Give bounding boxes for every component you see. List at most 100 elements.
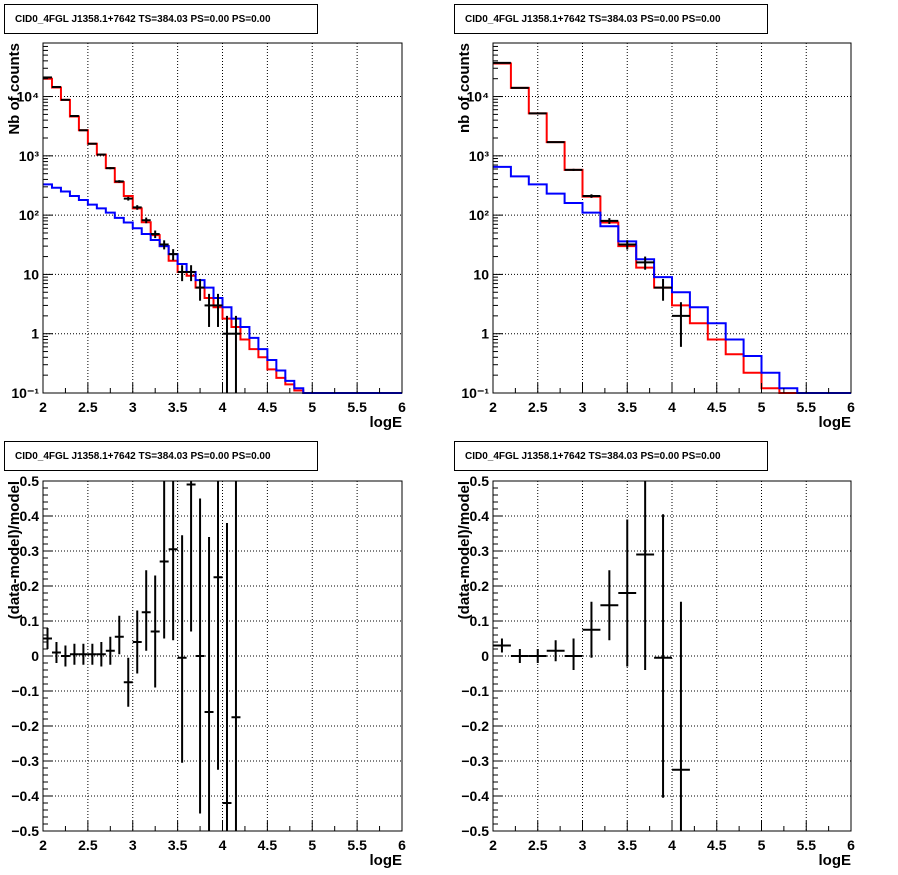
data-point <box>114 615 124 655</box>
x-tick-label: 4 <box>668 837 676 853</box>
x-tick-label: 3 <box>579 837 587 853</box>
y-tick-label: 0.1 <box>20 613 40 629</box>
data-point <box>96 153 106 156</box>
data-point <box>654 514 672 798</box>
panel-title-bottom-right: CID0_4FGL J1358.1+7642 TS=384.03 PS=0.00… <box>454 441 768 471</box>
x-tick-label: 3.5 <box>618 837 638 853</box>
data-point <box>141 570 151 651</box>
y-tick-label: 10 <box>23 266 39 282</box>
data-point <box>69 643 79 665</box>
y-tick-label: −0.4 <box>11 788 39 804</box>
y-tick-label: −0.1 <box>11 683 39 699</box>
x-tick-label: 3 <box>129 837 137 853</box>
data-point <box>546 141 565 144</box>
data-point <box>564 168 583 171</box>
data-point <box>69 114 79 117</box>
data-point <box>51 642 61 663</box>
y-tick-label: 0 <box>31 648 39 664</box>
x-tick-label: 4.5 <box>258 837 278 853</box>
data-point <box>177 265 187 282</box>
x-tick-label: 5 <box>758 837 766 853</box>
data-point <box>159 481 169 639</box>
data-point <box>636 481 655 670</box>
x-tick-label: 5.5 <box>347 837 367 853</box>
plot-panel-bottom-right: 2 2.5 3 3.5 4 4.5 5 5.5 6 −0.5 −0.4 −0.3 −0.2 −0.1 0 0.… <box>456 473 855 869</box>
y-tick-label: 0.4 <box>20 508 40 524</box>
x-tick-label: 2.5 <box>78 399 98 415</box>
y-tick-label: 0.2 <box>20 578 40 594</box>
x-tick-label: 2.5 <box>528 837 548 853</box>
y-tick-label: −0.1 <box>461 683 489 699</box>
data-point <box>213 293 223 327</box>
x-tick-label: 6 <box>847 837 855 853</box>
y-axis-title: Nb of counts <box>6 43 23 135</box>
x-tick-label: 6 <box>398 837 406 853</box>
data-point <box>96 642 106 667</box>
x-tick-label: 4 <box>219 837 227 853</box>
data-point <box>195 498 205 814</box>
x-tick-label: 4 <box>668 399 676 415</box>
y-tick-label: 1 <box>31 326 39 342</box>
data-point <box>231 315 241 393</box>
y-tick-label: 0.5 <box>470 473 490 489</box>
x-tick-label: 5 <box>308 837 316 853</box>
data-point <box>213 481 223 770</box>
x-tick-label: 5.5 <box>347 399 367 415</box>
data-point <box>204 537 214 831</box>
data-point <box>654 278 672 301</box>
series-line-blue-component <box>493 165 851 394</box>
data-point <box>43 628 52 649</box>
x-tick-label: 3.5 <box>168 837 188 853</box>
x-tick-label: 6 <box>398 399 406 415</box>
data-point <box>168 249 178 261</box>
data-point <box>60 645 70 667</box>
data-point <box>510 649 529 663</box>
data-point <box>150 230 160 239</box>
data-point <box>528 649 547 663</box>
data-point <box>60 98 70 101</box>
y-axis-title: (data-model)/model <box>6 481 23 619</box>
y-tick-label: 0 <box>481 648 489 664</box>
x-axis-title: logE <box>370 852 403 869</box>
data-point <box>132 205 142 210</box>
data-point <box>78 643 88 665</box>
data-point <box>672 601 690 831</box>
data-point <box>582 194 601 198</box>
panel-title-top-right: CID0_4FGL J1358.1+7642 TS=384.03 PS=0.00… <box>454 4 768 34</box>
y-tick-label: −0.2 <box>11 718 39 734</box>
y-tick-label: 10 <box>473 266 489 282</box>
y-tick-label: −0.5 <box>11 823 39 839</box>
data-point <box>493 638 511 653</box>
plot-panel-top-right: 2 2.5 3 3.5 4 4.5 5 5.5 6 10⁻¹ 1 10 10² 10³ 10⁴ logE nb … <box>456 42 855 431</box>
y-tick-label: −0.3 <box>11 753 39 769</box>
data-point <box>186 481 196 632</box>
x-tick-label: 5.5 <box>797 399 817 415</box>
y-tick-label: 10² <box>19 207 40 223</box>
y-tick-label: 0.1 <box>470 613 490 629</box>
y-tick-label: 10⁴ <box>17 89 40 105</box>
y-tick-label: 10⁴ <box>467 89 490 105</box>
data-point <box>222 523 232 831</box>
data-point <box>87 643 97 665</box>
x-tick-label: 2 <box>39 399 47 415</box>
x-tick-label: 2.5 <box>528 399 548 415</box>
y-tick-label: 10⁻¹ <box>11 385 39 401</box>
data-point <box>600 570 619 641</box>
data-point <box>528 112 547 115</box>
data-point <box>600 218 619 224</box>
data-point <box>150 575 160 688</box>
y-tick-label: 0.3 <box>470 543 490 559</box>
y-tick-label: −0.3 <box>461 753 489 769</box>
x-tick-label: 6 <box>847 399 855 415</box>
panel-title-bottom-left: CID0_4FGL J1358.1+7642 TS=384.03 PS=0.00… <box>4 441 318 471</box>
data-point <box>186 265 196 282</box>
y-tick-label: 0.3 <box>20 543 40 559</box>
data-point <box>78 129 88 132</box>
data-point <box>195 278 205 301</box>
data-point <box>141 217 151 224</box>
data-point <box>204 293 214 327</box>
x-tick-label: 4.5 <box>707 837 727 853</box>
x-tick-label: 3 <box>579 399 587 415</box>
data-point <box>231 481 241 831</box>
x-axis-title: logE <box>370 414 403 431</box>
